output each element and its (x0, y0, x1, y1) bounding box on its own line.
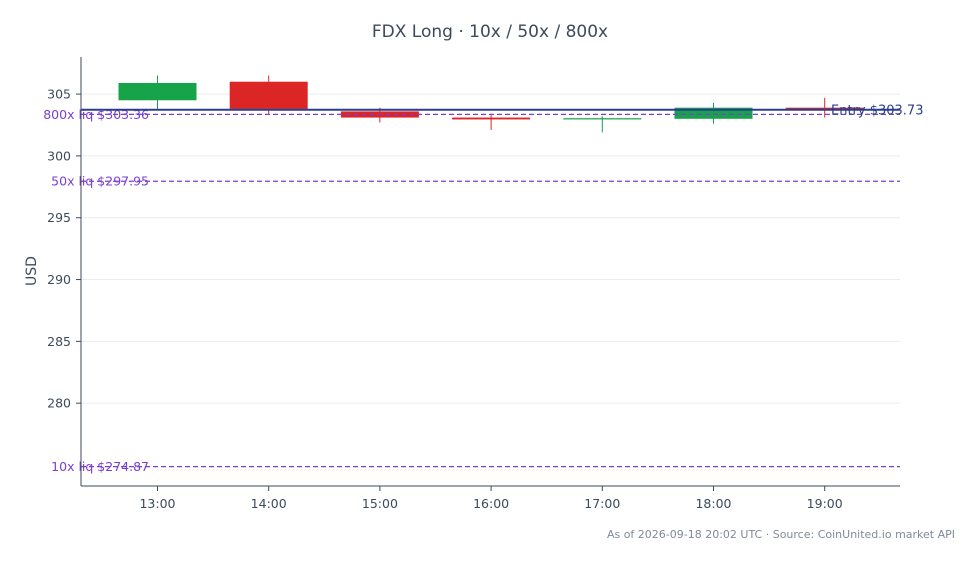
x-tick-label: 19:00 (807, 496, 843, 511)
y-axis-ticks: 280 285 290 295 300 305 (47, 87, 81, 411)
x-tick-label: 18:00 (695, 496, 731, 511)
x-tick-label: 17:00 (584, 496, 620, 511)
grid-lines (81, 93, 900, 404)
x-axis-ticks: 13:00 14:00 15:00 16:00 17:00 18:00 19:00 (139, 486, 843, 511)
candle-body (785, 107, 864, 110)
candle-body (452, 117, 531, 120)
candle-body (674, 107, 753, 119)
candle-body (118, 82, 197, 101)
candles (118, 75, 864, 133)
liquidation-label: 50x liq $297.95 (51, 174, 149, 189)
x-tick-label: 13:00 (139, 496, 175, 511)
entry-label: Entry $303.73 (831, 103, 923, 118)
x-tick-label: 15:00 (362, 496, 398, 511)
y-tick-label: 305 (47, 87, 71, 102)
y-tick-label: 290 (47, 272, 71, 287)
chart-title: FDX Long · 10x / 50x / 800x (372, 22, 608, 42)
x-tick-label: 14:00 (251, 496, 287, 511)
y-tick-label: 285 (47, 334, 71, 349)
candle-body (563, 118, 642, 120)
y-axis-label: USD (24, 256, 40, 286)
x-tick-label: 16:00 (473, 496, 509, 511)
y-tick-label: 280 (47, 396, 71, 411)
y-tick-label: 300 (47, 148, 71, 163)
liquidation-label: 10x liq $274.87 (51, 459, 149, 474)
y-tick-label: 295 (47, 210, 71, 225)
footer-source: As of 2026-09-18 20:02 UTC · Source: Coi… (607, 528, 955, 541)
candle-body (229, 81, 308, 109)
